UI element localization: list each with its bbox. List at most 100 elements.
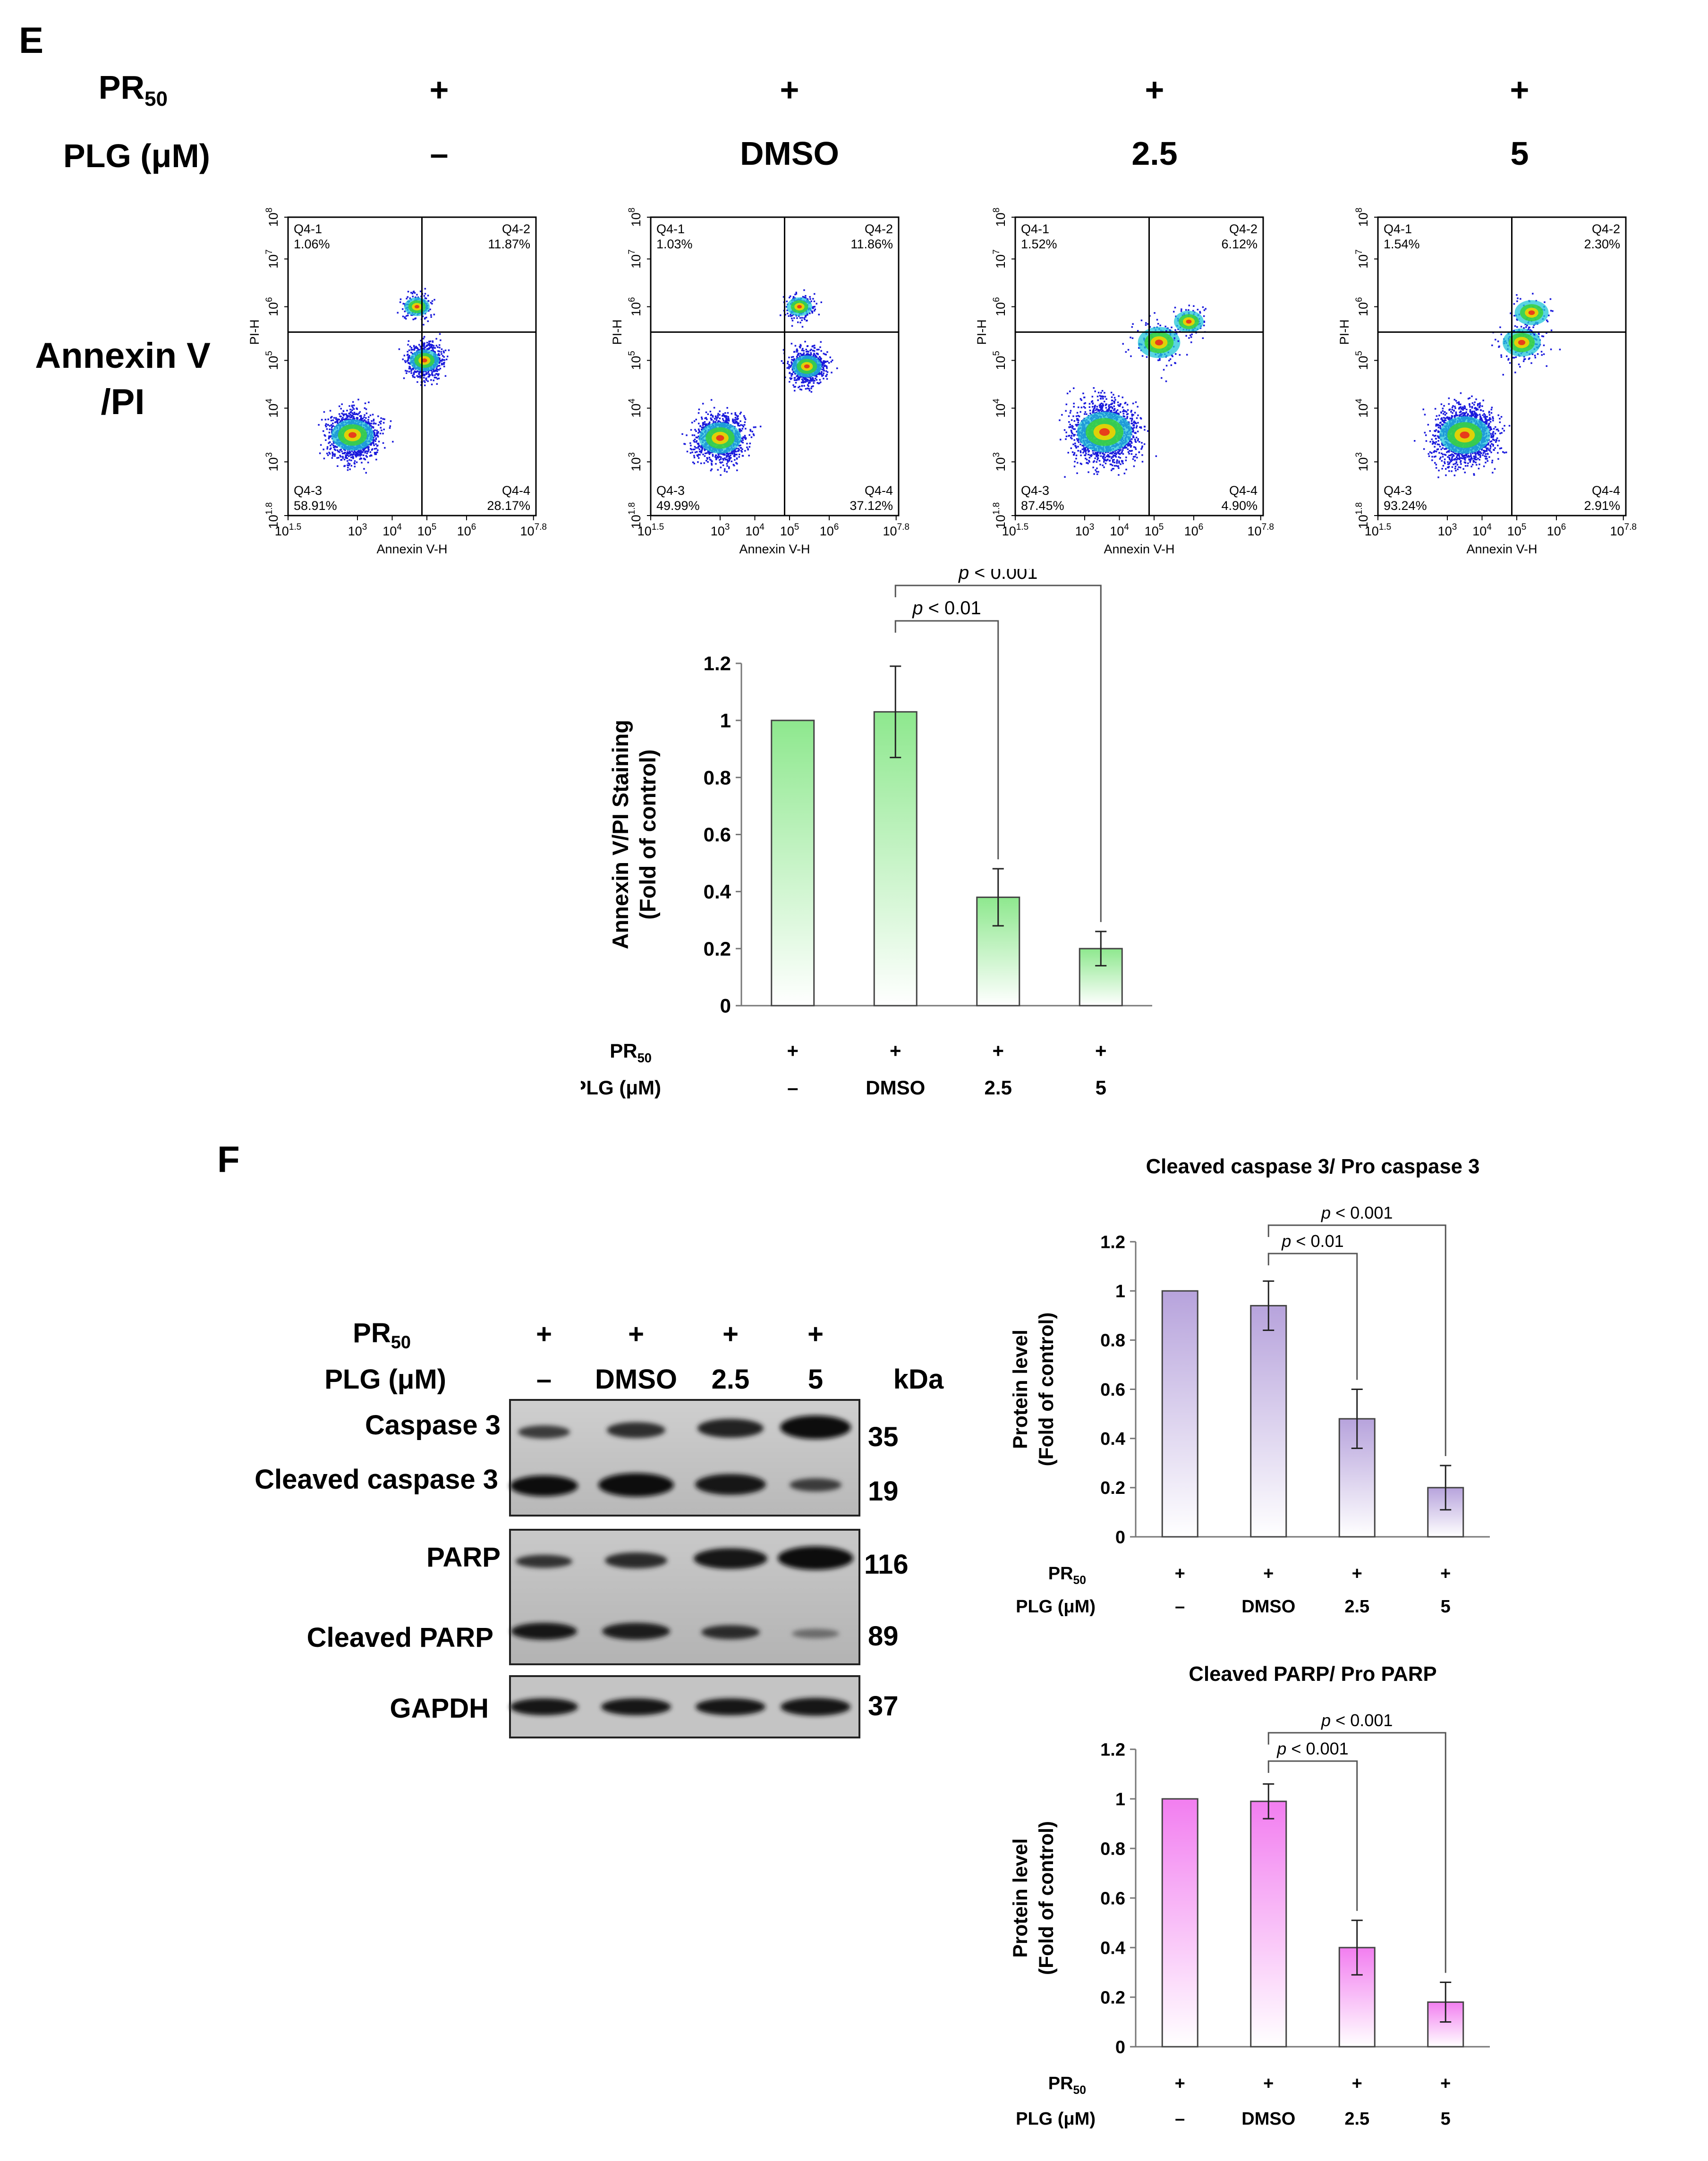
flow-x-tick-base: 10 <box>1002 524 1016 538</box>
quadrant-q4-name: Q4-4 <box>1592 483 1620 498</box>
quadrant-q2-value: 6.12% <box>1221 237 1258 251</box>
flow-x-tick-exp: 7.8 <box>535 522 547 532</box>
flow-y-tick-exp: 4 <box>627 398 637 404</box>
flow-x-tick-exp: 6 <box>834 522 839 532</box>
flow-y-tick-base: 10 <box>629 404 643 418</box>
quadrant-q4-value: 2.91% <box>1584 499 1620 513</box>
flow-y-tick-exp: 5 <box>1354 351 1364 356</box>
flow-y-tick-exp: 8 <box>264 208 274 213</box>
flow-x-tick-base: 10 <box>1110 524 1124 538</box>
band-caspase3-lane1 <box>518 1425 570 1439</box>
significance-value: < 0.001 <box>969 569 1037 583</box>
blot-pr-text: PR <box>353 1318 391 1348</box>
flow-y-tick-base: 10 <box>1356 404 1370 418</box>
flow-x-tick: 107.8 <box>883 522 909 538</box>
category-label: – <box>787 1076 798 1099</box>
y-tick-label: 0.6 <box>1100 1380 1125 1400</box>
y-tick-label: 1.2 <box>1100 1232 1125 1252</box>
flow-x-tick-base: 10 <box>820 524 834 538</box>
flow-y-tick: 108 <box>992 208 1008 227</box>
flow-y-tick-base: 10 <box>994 212 1008 227</box>
band-caspase3-lane3 <box>697 1419 764 1438</box>
bar <box>1161 1798 1198 2048</box>
flow-y-tick: 101.8 <box>1354 502 1370 529</box>
y-axis-label-2: (Fold of control) <box>1035 1312 1058 1466</box>
flow-y-axis-label: PI-H <box>610 319 624 345</box>
flow-y-tick-exp: 6 <box>264 297 274 302</box>
blot-plg-value: DMSO <box>595 1364 677 1395</box>
flow-x-tick-base: 10 <box>780 524 794 538</box>
quadrant-q2-value: 11.87% <box>488 237 530 251</box>
flow-y-tick-base: 10 <box>1356 212 1370 227</box>
flow-y-tick-base: 10 <box>1356 458 1370 472</box>
y-tick-label: 0.2 <box>1100 1988 1125 2008</box>
quadrant-q2-name: Q4-2 <box>502 222 530 236</box>
quadrant-q2-name: Q4-2 <box>1229 222 1258 236</box>
flow-x-tick: 101.5 <box>275 522 301 538</box>
flow-x-tick-exp: 4 <box>1487 522 1492 532</box>
flow-y-tick-base: 10 <box>629 302 643 316</box>
flow-y-tick: 104 <box>1354 398 1370 418</box>
flow-y-tick-base: 10 <box>266 254 280 269</box>
flow-x-tick-exp: 6 <box>1561 522 1566 532</box>
flow-x-tick-base: 10 <box>745 524 759 538</box>
row-label-pr-text: PR <box>610 1040 637 1062</box>
pr-header-value: + <box>1145 71 1164 108</box>
flow-x-tick-exp: 5 <box>794 522 799 532</box>
flow-x-tick-exp: 5 <box>1159 522 1164 532</box>
category-label: – <box>1175 2109 1185 2129</box>
flow-y-tick-exp: 3 <box>1354 452 1364 458</box>
blot-box-caspase <box>509 1399 860 1517</box>
flow-x-tick-exp: 3 <box>1452 522 1457 532</box>
significance-label: p < 0.001 <box>1321 1711 1393 1730</box>
flow-y-tick-exp: 5 <box>627 351 637 356</box>
flow-y-axis-label: PI-H <box>1337 319 1351 345</box>
pr-value: + <box>1440 1564 1451 1584</box>
y-tick-label: 0.8 <box>704 766 731 788</box>
flow-x-tick-base: 10 <box>348 524 362 538</box>
kda-value-caspase3: 35 <box>868 1422 899 1452</box>
flow-x-tick: 103 <box>1075 522 1095 538</box>
category-label: 5 <box>1096 1076 1106 1099</box>
flow-y-tick: 106 <box>1354 297 1370 316</box>
flow-y-tick-base: 10 <box>1356 302 1370 316</box>
significance-bracket <box>894 585 1102 922</box>
flow-plot-1: Q4-11.06% Q4-211.87% Q4-358.91% Q4-428.17% 1… <box>247 208 547 556</box>
row-label-pr: PR50 <box>610 1040 652 1065</box>
quadrant-q3-name: Q4-3 <box>1384 483 1412 498</box>
category-label: 2.5 <box>1344 1597 1369 1617</box>
flow-x-tick: 104 <box>1472 522 1492 538</box>
pr-header-value: + <box>780 71 799 108</box>
pr-value: + <box>1175 1564 1185 1584</box>
flow-y-tick-base: 10 <box>266 212 280 227</box>
flow-x-tick-base: 10 <box>275 524 289 538</box>
flow-y-tick: 106 <box>992 297 1008 316</box>
flow-y-tick-base: 10 <box>629 212 643 227</box>
flow-y-tick-base: 10 <box>994 458 1008 472</box>
flow-x-tick-exp: 3 <box>725 522 730 532</box>
band-cleaved-caspase3-lane1 <box>510 1475 578 1496</box>
flow-y-tick-exp: 3 <box>264 452 274 458</box>
category-label: 2.5 <box>1344 2109 1369 2129</box>
flow-x-tick-exp: 3 <box>362 522 367 532</box>
category-label: 5 <box>1441 1597 1451 1617</box>
flow-y-tick-exp: 8 <box>1354 208 1364 213</box>
flow-x-axis-label: Annexin V-H <box>739 542 810 556</box>
flow-x-tick: 105 <box>780 522 799 538</box>
bar <box>1250 1800 1287 2048</box>
row-label-pr: PR50 <box>1048 1564 1086 1587</box>
pr-value: + <box>1440 2074 1451 2093</box>
significance-p: p <box>1321 1203 1331 1222</box>
flow-x-tick-base: 10 <box>1075 524 1089 538</box>
row-label-pr-sub: 50 <box>1073 2084 1086 2097</box>
flow-y-tick-exp: 8 <box>627 208 637 213</box>
pr-value: + <box>992 1040 1004 1062</box>
y-tick-label: 0.4 <box>704 881 731 903</box>
flow-y-tick-base: 10 <box>1356 254 1370 269</box>
flow-x-tick-exp: 6 <box>1198 522 1204 532</box>
pr-value: + <box>1352 1564 1362 1584</box>
flow-x-tick-base: 10 <box>883 524 897 538</box>
band-cleaved-parp-lane1 <box>511 1623 577 1640</box>
flow-y-axis-label: PI-H <box>247 319 262 345</box>
kda-value-parp: 116 <box>864 1549 909 1580</box>
